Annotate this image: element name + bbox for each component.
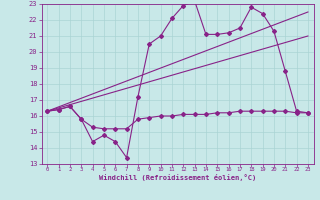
X-axis label: Windchill (Refroidissement éolien,°C): Windchill (Refroidissement éolien,°C) — [99, 174, 256, 181]
